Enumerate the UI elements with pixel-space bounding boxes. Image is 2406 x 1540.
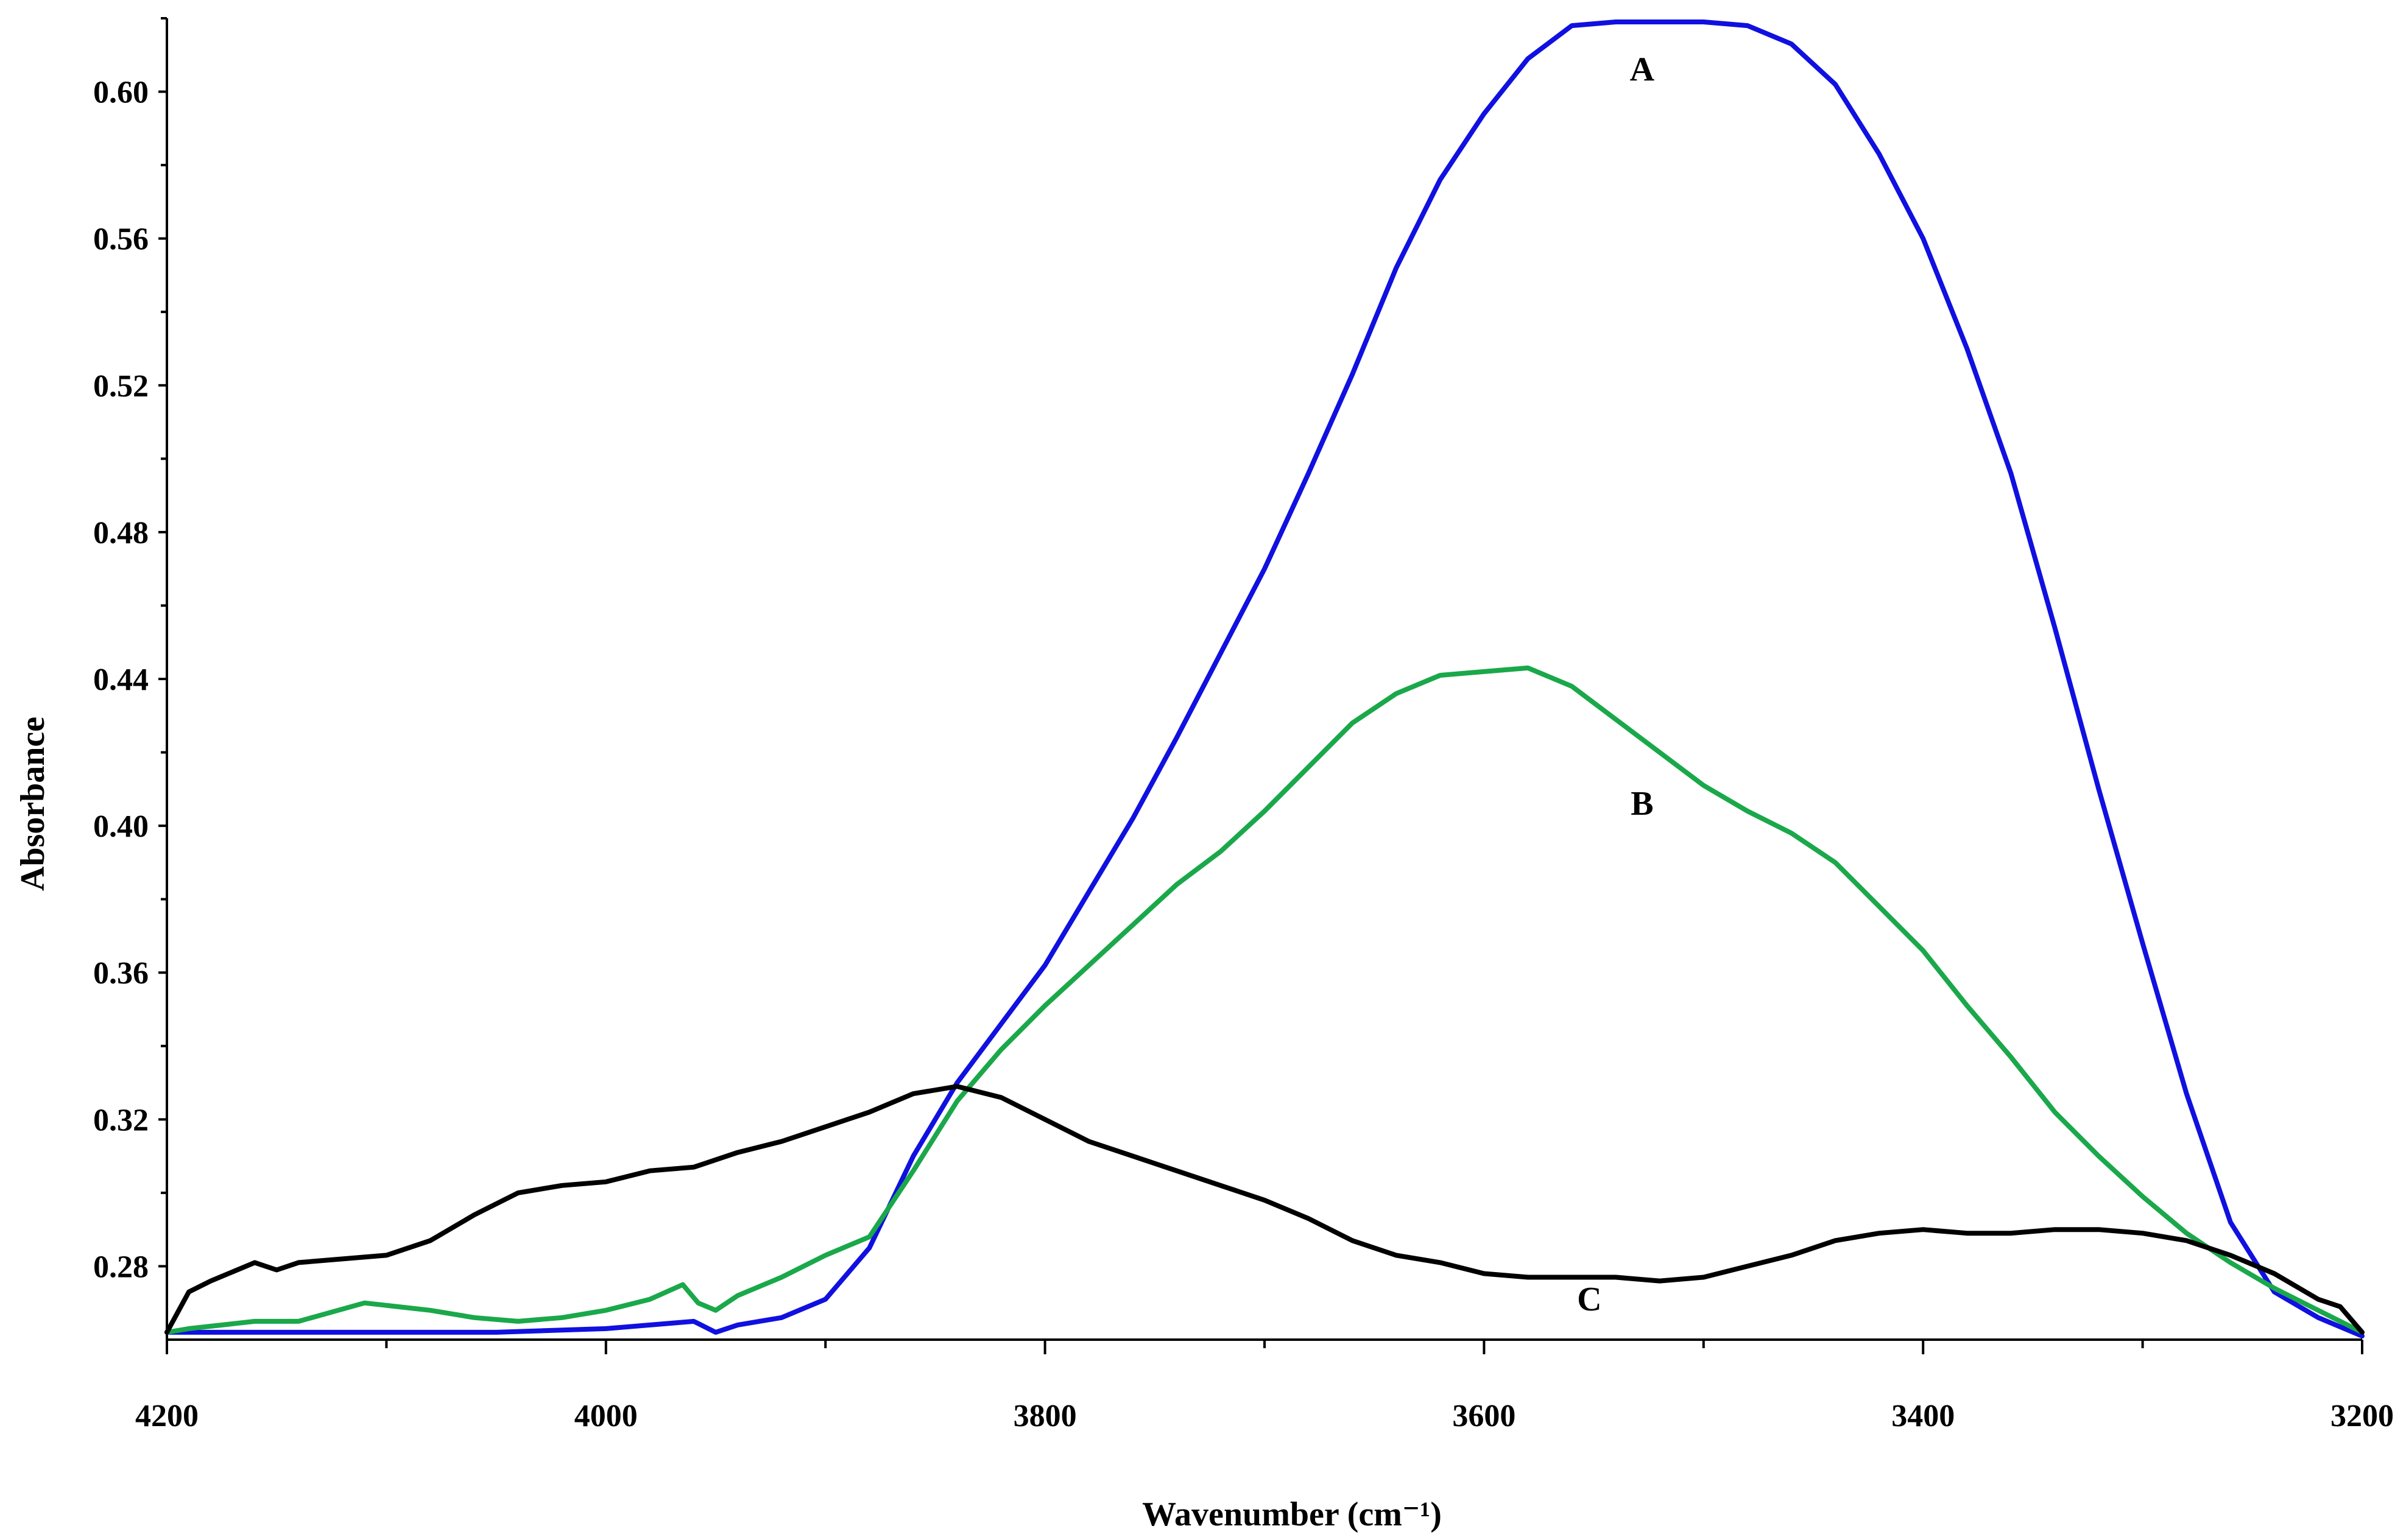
x-tick-label: 4200 xyxy=(135,1399,199,1433)
y-tick-label: 0.28 xyxy=(93,1250,149,1284)
y-tick-label: 0.36 xyxy=(93,956,149,991)
x-tick-label: 3800 xyxy=(1014,1399,1077,1433)
axes xyxy=(166,18,2362,1341)
curve-label-c: C xyxy=(1577,1281,1601,1318)
x-tick-label: 3200 xyxy=(2330,1399,2394,1433)
y-tick-label: 0.48 xyxy=(93,516,149,550)
x-axis-title: Wavenumber (cm⁻¹) xyxy=(1142,1496,1442,1533)
series-line-a xyxy=(164,19,2365,1338)
y-tick-label: 0.44 xyxy=(93,663,149,697)
curve-label-b: B xyxy=(1631,785,1653,823)
y-tick-label: 0.60 xyxy=(93,76,149,110)
x-tick-label: 4000 xyxy=(574,1399,638,1433)
y-tick-label: 0.52 xyxy=(93,369,149,404)
x-ticks: 4200 4000 3800 3600 3400 3200 xyxy=(135,1340,2394,1433)
series-group xyxy=(164,19,2365,1338)
y-axis-title: Absorbance xyxy=(14,717,52,891)
series-line-b xyxy=(164,665,2365,1335)
y-tick-label: 0.56 xyxy=(93,222,149,257)
x-tick-label: 3400 xyxy=(1891,1399,1955,1433)
curve-label-a: A xyxy=(1630,51,1655,88)
y-tick-label: 0.32 xyxy=(93,1103,149,1137)
y-tick-label: 0.40 xyxy=(93,809,149,844)
x-tick-label: 3600 xyxy=(1452,1399,1515,1433)
curve-labels: A B C xyxy=(1577,51,1654,1318)
y-ticks: 0.28 0.32 0.36 0.40 0.44 0.48 0.52 0.56 0.60 xyxy=(93,17,167,1284)
series-line-c xyxy=(164,1084,2365,1335)
